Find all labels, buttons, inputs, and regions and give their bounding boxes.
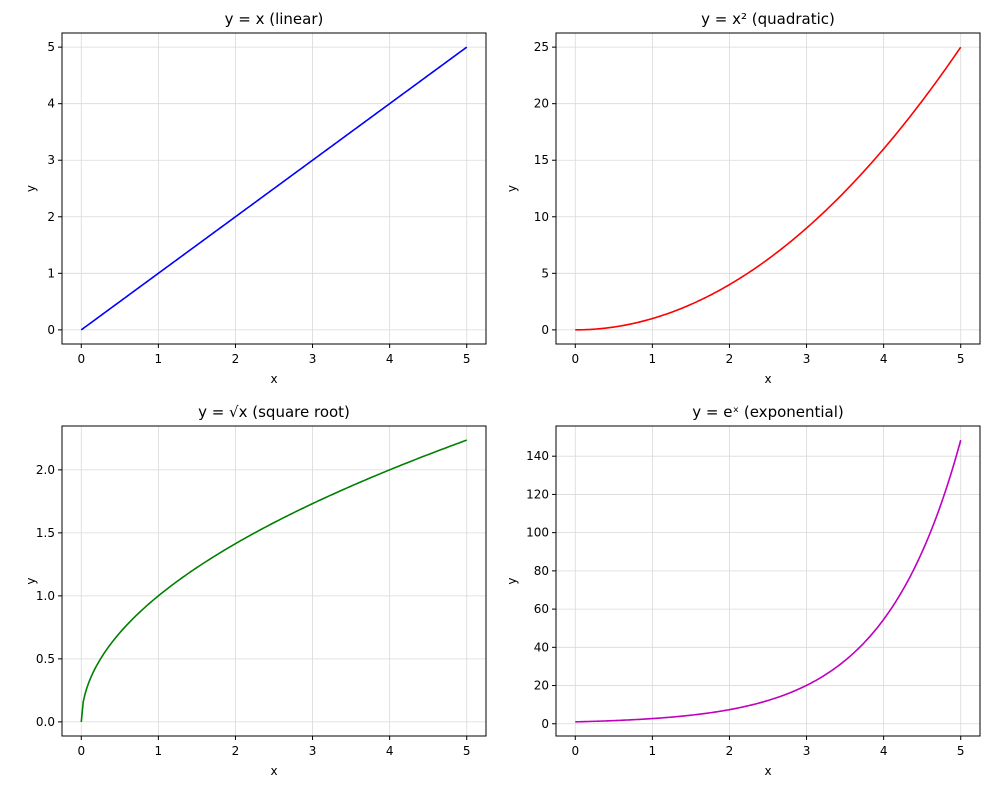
- x-tick-label: 4: [386, 352, 394, 366]
- subplot-linear: 0 1 2 3 4 5 0 1 2 3 4 5 y = x (linear) x y: [24, 10, 487, 386]
- x-tick-label: 4: [880, 744, 888, 758]
- series-line: [575, 46, 962, 331]
- y-axis-label: y: [24, 185, 38, 192]
- x-axis-label: x: [270, 764, 277, 778]
- y-tick-label: 1.5: [36, 526, 55, 540]
- y-tick-label: 2.0: [36, 463, 55, 477]
- y-tick-label: 20: [534, 679, 549, 693]
- y-tick-label: 0: [541, 323, 549, 337]
- x-tick-label: 1: [155, 352, 163, 366]
- x-tick-label: 1: [649, 744, 657, 758]
- y-tick-label: 10: [534, 210, 549, 224]
- subplot-square-root: 0 1 2 3 4 5 0.0 0.5 1.0 1.5 2.0 y = √x (square root…: [24, 403, 487, 778]
- x-tick-label: 0: [77, 352, 85, 366]
- x-tick-label: 1: [155, 744, 163, 758]
- x-tick-label: 2: [232, 352, 240, 366]
- series-line: [80, 439, 468, 722]
- plot-frame: [61, 425, 487, 737]
- y-tick-label: 5: [47, 40, 55, 54]
- x-axis-label: x: [764, 372, 771, 386]
- x-tick-label: 4: [880, 352, 888, 366]
- x-tick-label: 3: [309, 744, 317, 758]
- y-tick-label: 120: [526, 487, 549, 501]
- y-axis-label: y: [505, 185, 519, 192]
- plot-frame: [61, 32, 487, 345]
- series-line: [575, 439, 962, 723]
- x-axis-label: x: [270, 372, 277, 386]
- y-tick-label: 4: [47, 97, 55, 111]
- x-tick-label: 3: [803, 744, 811, 758]
- series-line: [80, 46, 468, 331]
- x-axis-label: x: [764, 764, 771, 778]
- x-tick-label: 0: [571, 352, 579, 366]
- x-tick-label: 4: [386, 744, 394, 758]
- x-tick-label: 3: [803, 352, 811, 366]
- y-tick-label: 1: [47, 266, 55, 280]
- y-tick-label: 0.5: [36, 652, 55, 666]
- y-tick-label: 140: [526, 449, 549, 463]
- x-tick-label: 5: [463, 352, 471, 366]
- chart-title: y = x (linear): [225, 10, 324, 28]
- y-tick-label: 0: [541, 717, 549, 731]
- y-tick-label: 25: [534, 40, 549, 54]
- y-tick-label: 1.0: [36, 589, 55, 603]
- chart-title: y = √x (square root): [198, 403, 350, 421]
- subplot-quadratic: 0 1 2 3 4 5 0 5 10 15 20 25 y = x² (quadratic) x y: [505, 10, 981, 386]
- chart-title: y = eˣ (exponential): [692, 403, 844, 421]
- x-tick-label: 5: [957, 352, 965, 366]
- y-axis-label: y: [24, 577, 38, 584]
- y-tick-label: 5: [541, 266, 549, 280]
- y-tick-label: 15: [534, 153, 549, 167]
- subplot-exponential: 0 1 2 3 4 5 0 20 40 60 80 100 120 140 y = eˣ (exponent…: [505, 403, 981, 778]
- y-tick-label: 3: [47, 153, 55, 167]
- x-tick-label: 5: [463, 744, 471, 758]
- y-tick-label: 80: [534, 564, 549, 578]
- y-tick-label: 40: [534, 640, 549, 654]
- x-tick-label: 2: [726, 352, 734, 366]
- x-tick-label: 2: [726, 744, 734, 758]
- y-axis-label: y: [505, 577, 519, 584]
- x-tick-label: 5: [957, 744, 965, 758]
- y-tick-label: 20: [534, 97, 549, 111]
- y-tick-label: 60: [534, 602, 549, 616]
- plot-frame: [555, 425, 981, 737]
- x-tick-label: 0: [77, 744, 85, 758]
- x-tick-label: 3: [309, 352, 317, 366]
- x-tick-label: 1: [649, 352, 657, 366]
- y-tick-label: 0: [47, 323, 55, 337]
- x-tick-label: 2: [232, 744, 240, 758]
- plot-frame: [555, 32, 981, 345]
- y-tick-label: 100: [526, 526, 549, 540]
- y-tick-label: 0.0: [36, 715, 55, 729]
- y-tick-label: 2: [47, 210, 55, 224]
- chart-title: y = x² (quadratic): [701, 10, 835, 28]
- x-tick-label: 0: [571, 744, 579, 758]
